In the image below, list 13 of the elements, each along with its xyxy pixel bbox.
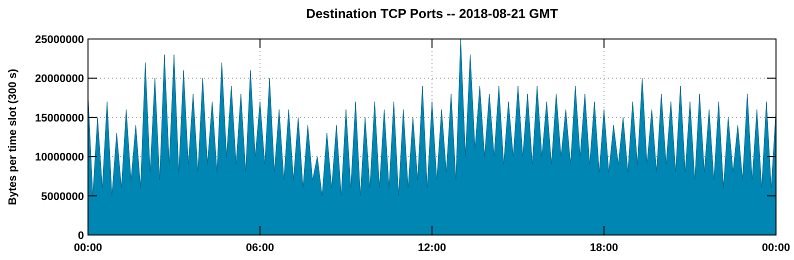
y-tick-label: 0 bbox=[78, 230, 84, 242]
y-axis-title: Bytes per time slot (300 s) bbox=[7, 68, 19, 206]
y-tick-label: 25000000 bbox=[35, 34, 84, 46]
y-tick-label: 10000000 bbox=[35, 152, 84, 164]
x-tick-label: 00:00 bbox=[74, 242, 102, 254]
x-tick-label: 00:00 bbox=[762, 242, 790, 254]
x-tick-label: 12:00 bbox=[418, 242, 446, 254]
y-tick-label: 5000000 bbox=[41, 190, 84, 203]
y-tick-label: 20000000 bbox=[35, 73, 84, 86]
chart-title: Destination TCP Ports -- 2018-08-21 GMT bbox=[306, 6, 558, 21]
x-tick-label: 18:00 bbox=[590, 242, 618, 254]
y-tick-label: 15000000 bbox=[35, 112, 84, 124]
x-tick-label: 06:00 bbox=[246, 242, 274, 254]
